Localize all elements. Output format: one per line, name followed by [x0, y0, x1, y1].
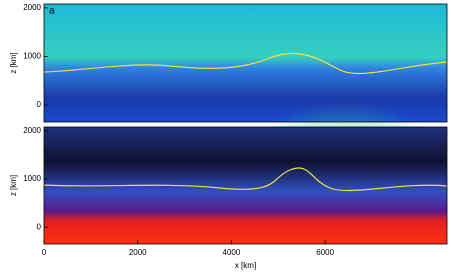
axes: 0 1000 2000 z [km] a 0 1000 2000 0 2000 4000 6000 z …: [9, 3, 448, 270]
panel-label: a: [49, 6, 55, 17]
y-axis-label: z [km]: [9, 175, 18, 196]
y-tick-label: 2000: [23, 126, 41, 135]
y-tick-label: 2000: [23, 3, 41, 12]
contour: [43, 52, 448, 75]
x-tick-label: 0: [42, 248, 47, 257]
x-tick-label: 6000: [316, 248, 334, 257]
y-tick-label: 0: [37, 222, 42, 231]
x-axis-label: x [km]: [235, 261, 256, 270]
plot-frame: [43, 3, 448, 123]
contour: [43, 167, 448, 192]
x-tick-label: 2000: [129, 248, 147, 257]
plot-frame: [43, 126, 448, 245]
x-tick-label: 4000: [223, 248, 241, 257]
y-tick-label: 0: [37, 100, 42, 109]
y-tick-label: 1000: [23, 52, 41, 61]
y-tick-label: 1000: [23, 174, 41, 183]
panel-b: [43, 127, 448, 244]
y-axis-label: z [km]: [9, 52, 18, 73]
